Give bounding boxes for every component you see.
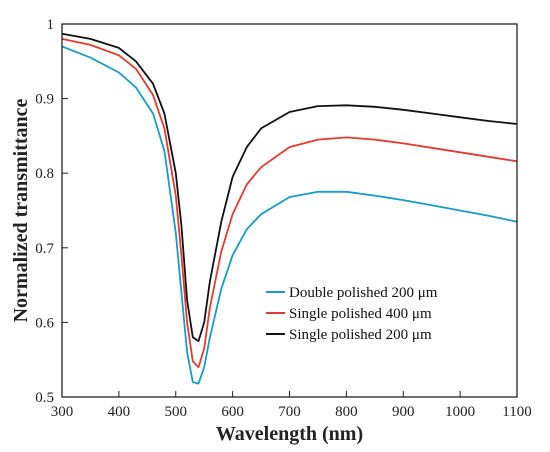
y-axis-title: Normalized transmittance bbox=[10, 98, 32, 322]
x-tick-label: 600 bbox=[221, 404, 244, 420]
x-tick-label: 400 bbox=[108, 404, 131, 420]
y-axis: 0.5 0.6 0.7 0.8 0.9 1 bbox=[35, 17, 68, 406]
series-line-1 bbox=[61, 45, 518, 385]
legend-label-1: Double polished 200 μm bbox=[289, 285, 438, 301]
x-axis-title: Wavelength (nm) bbox=[216, 423, 363, 445]
legend-label-2: Single polished 400 μm bbox=[289, 306, 432, 322]
series-line-3 bbox=[61, 32, 518, 342]
x-tick-label: 700 bbox=[278, 404, 301, 420]
y-tick-label: 0.6 bbox=[35, 315, 54, 331]
legend: Double polished 200 μm Single polished 40… bbox=[266, 285, 438, 343]
x-tick-label: 300 bbox=[51, 404, 74, 420]
y-tick-label: 0.7 bbox=[35, 241, 54, 257]
x-tick-label: 900 bbox=[392, 404, 415, 420]
legend-label-3: Single polished 200 μm bbox=[289, 327, 432, 343]
y-tick-label: 0.8 bbox=[35, 166, 54, 182]
y-tick-label: 1 bbox=[47, 17, 55, 33]
x-tick-label: 500 bbox=[165, 404, 188, 420]
x-tick-label: 1000 bbox=[445, 404, 475, 420]
x-axis: 300 400 500 600 700 800 900 1000 1100 bbox=[51, 391, 532, 420]
x-tick-label: 800 bbox=[335, 404, 358, 420]
series-line-2 bbox=[61, 38, 518, 369]
y-tick-label: 0.9 bbox=[35, 92, 54, 108]
plot-series bbox=[61, 32, 518, 385]
x-tick-label: 1100 bbox=[502, 404, 531, 420]
y-tick-label: 0.5 bbox=[35, 390, 54, 406]
